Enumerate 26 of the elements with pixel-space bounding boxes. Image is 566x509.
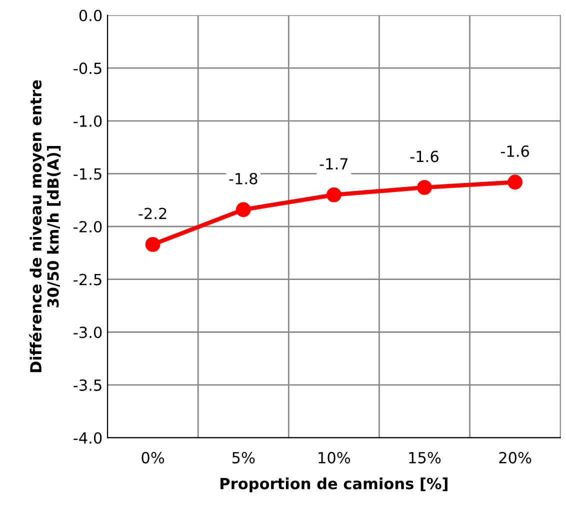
y-tick-label: -3.5: [74, 379, 102, 391]
x-tick-label: 15%: [409, 452, 441, 464]
point: [417, 180, 432, 195]
x-tick-label: 0%: [142, 452, 164, 464]
data-label: -1.7: [320, 158, 348, 170]
point: [508, 174, 523, 190]
x-tick-label: 20%: [499, 452, 532, 464]
y-tick-label: -4.0: [74, 432, 102, 444]
y-tick-label: -2.0: [74, 220, 102, 233]
point: [236, 202, 251, 218]
data-label: -1.8: [229, 172, 258, 184]
y-tick-label: -3.0: [74, 326, 102, 338]
data-label: -1.6: [500, 145, 530, 157]
y-tick-label: 0.0: [79, 10, 102, 22]
x-tick-label: 5%: [232, 452, 255, 464]
y-axis-title: Différence de niveau moyen entre 30/50 km/h [dB(A)]: [29, 80, 61, 372]
y-tick-label: -1.0: [74, 115, 102, 127]
x-tick-label: 10%: [318, 452, 350, 464]
point: [145, 236, 160, 252]
x-axis-title: Proportion de camions [%]: [220, 478, 448, 492]
point: [326, 187, 342, 202]
y-tick-label: -2.5: [74, 274, 102, 286]
y-tick-label: -0.5: [74, 62, 102, 74]
y-tick-label: -1.5: [74, 168, 102, 180]
data-label: -2.2: [138, 208, 166, 220]
data-label: -1.6: [410, 150, 438, 162]
